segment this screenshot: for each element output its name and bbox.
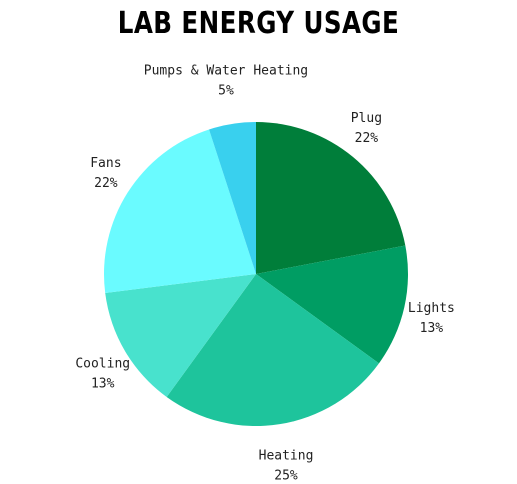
slice-value-heating: 25%	[274, 469, 298, 484]
pie-slice-lights	[256, 245, 408, 364]
pie-slice-heating	[166, 274, 379, 426]
slice-value-plug: 22%	[355, 131, 379, 146]
slice-value-cooling: 13%	[91, 377, 115, 392]
slice-label-cooling: Cooling	[75, 357, 130, 372]
pie-slice-pumps-water-heating	[209, 122, 256, 274]
chart-title: LAB ENERGY USAGE	[117, 6, 400, 41]
slice-label-pumps-water-heating: Pumps & Water Heating	[144, 63, 308, 78]
slice-labels: Plug 22% Lights 13% Heating 25% Cooling 13% Fans…	[75, 63, 455, 483]
pie-slice-cooling	[105, 274, 256, 397]
slice-label-fans: Fans	[90, 156, 121, 171]
slice-value-fans: 22%	[94, 176, 118, 191]
pie-slice-fans	[104, 129, 256, 294]
pie-slices	[104, 122, 408, 426]
slice-label-lights: Lights	[408, 301, 455, 316]
slice-label-heating: Heating	[259, 449, 314, 464]
slice-value-lights: 13%	[420, 321, 444, 336]
pie-slice-plug	[256, 122, 406, 274]
slice-label-plug: Plug	[351, 111, 382, 126]
slice-value-pumps-water-heating: 5%	[218, 83, 234, 98]
